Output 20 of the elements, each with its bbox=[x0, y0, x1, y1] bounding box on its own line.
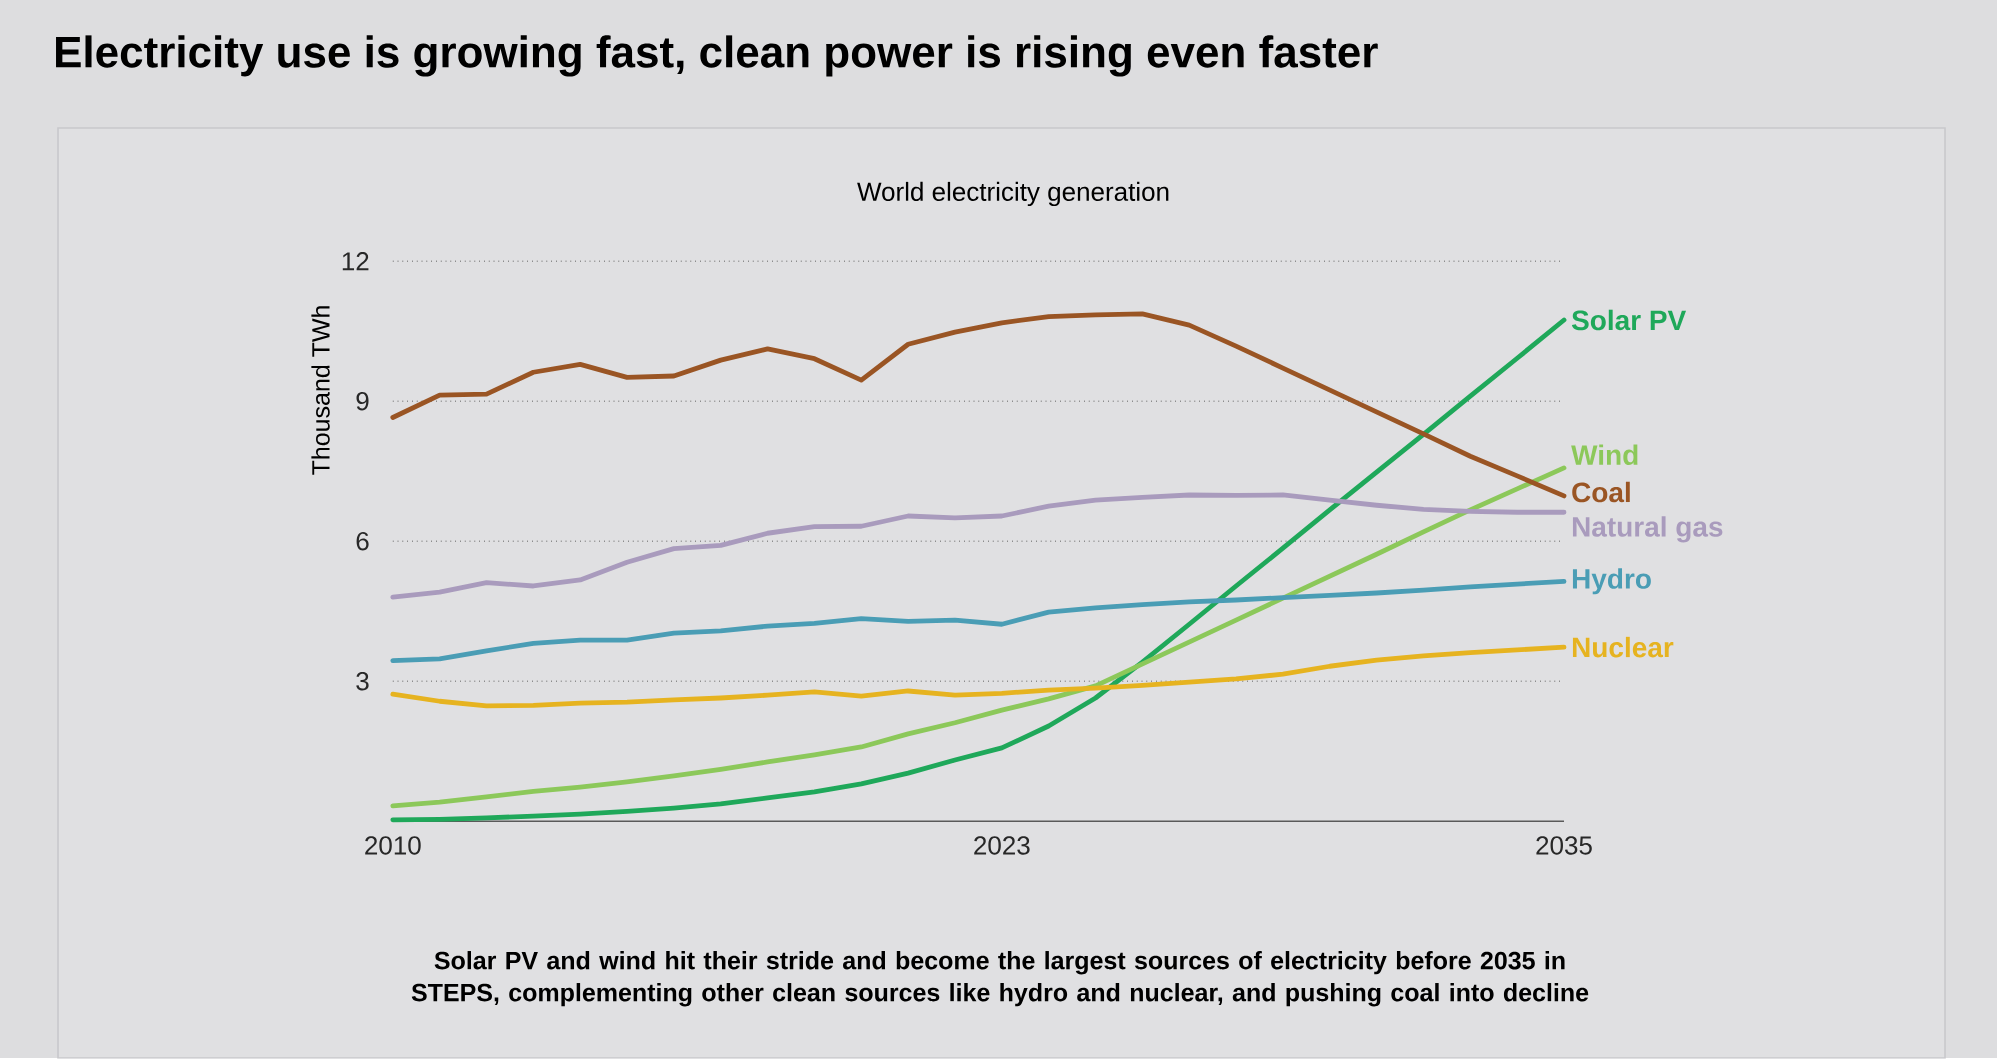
series-label: Hydro bbox=[1572, 568, 1651, 595]
x-tick-label: 2010 bbox=[365, 836, 421, 855]
series-label: Natural gas bbox=[1572, 516, 1723, 543]
series-label: Solar PV bbox=[1571, 309, 1687, 331]
chart-title: Electricity use is growing fast, clean power is rising even faster bbox=[56, 35, 1378, 77]
y-tick-label: 6 bbox=[356, 532, 369, 551]
series-label: Nuclear bbox=[1572, 636, 1674, 658]
y-tick-label: 9 bbox=[356, 392, 369, 411]
x-tick-label: 2035 bbox=[1536, 836, 1592, 855]
y-tick-label: 3 bbox=[356, 672, 369, 691]
series-label: Coal bbox=[1572, 481, 1630, 503]
line-series bbox=[390, 492, 1567, 600]
y-axis-title: Thousand TWh bbox=[311, 306, 330, 475]
chart-subtitle: World electricity generation bbox=[857, 181, 1169, 207]
x-tick-label: 2023 bbox=[974, 836, 1030, 855]
text: Solar PV and wind hit their stride and become the largest sources of electricity before 2035 in STEPS, complementing other clean sources like hydro and nuclear, and pushing coal into decline bbox=[411, 951, 1589, 1007]
series-label: Wind bbox=[1571, 444, 1638, 466]
line-series bbox=[390, 644, 1567, 709]
line-series bbox=[390, 579, 1567, 664]
y-tick-label: 12 bbox=[342, 252, 369, 271]
